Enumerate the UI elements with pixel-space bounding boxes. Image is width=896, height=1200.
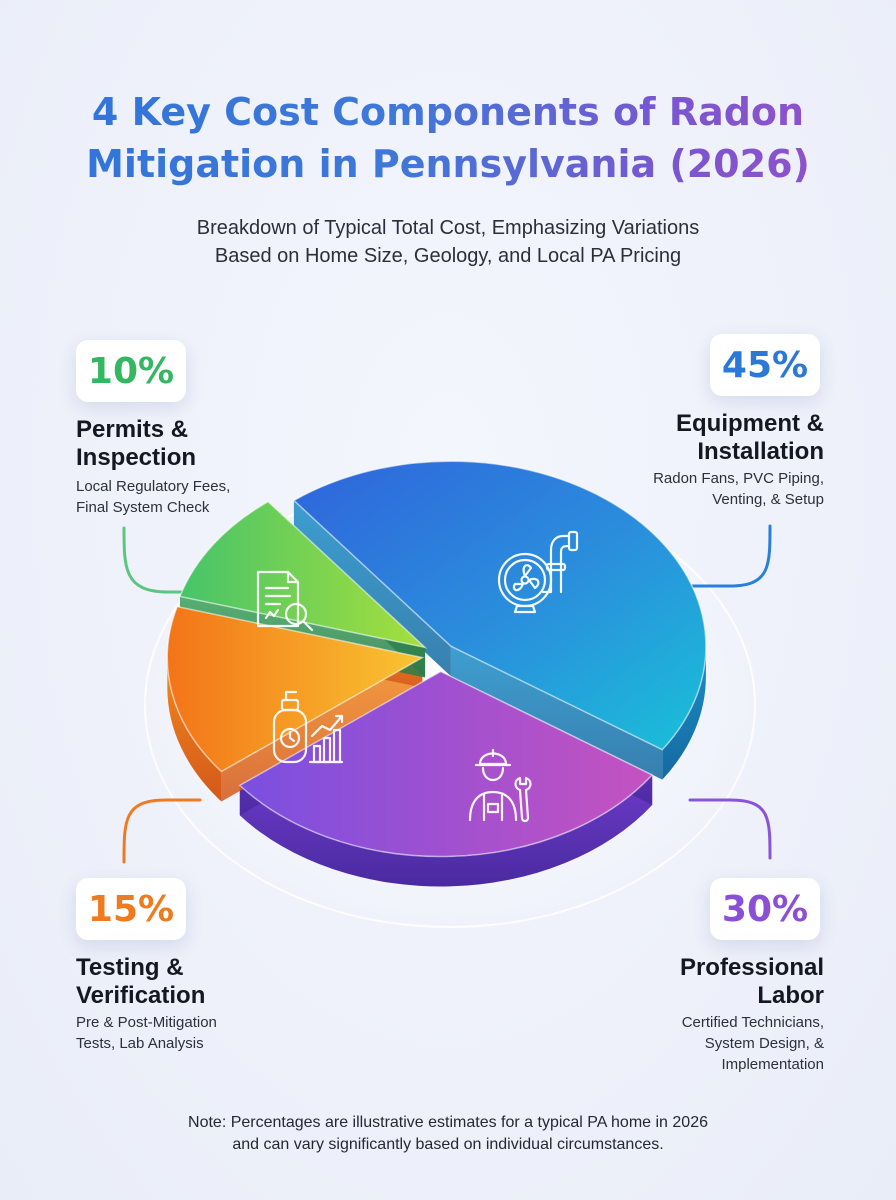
permits-percent-badge: 10% xyxy=(76,340,186,402)
subtitle: Breakdown of Typical Total Cost, Emphasi… xyxy=(0,214,896,270)
labor-desc-line-1: Certified Technicians, xyxy=(681,1014,824,1031)
footnote-line-1: Note: Percentages are illustrative estim… xyxy=(188,1114,708,1131)
subtitle-line-2: Based on Home Size, Geology, and Local P… xyxy=(214,245,682,267)
equipment-connector xyxy=(688,524,772,588)
testing-connector xyxy=(122,798,202,864)
permits-slice xyxy=(178,500,428,649)
equipment-slice-cut-2 xyxy=(450,646,663,780)
testing-desc-line-1: Pre & Post-Mitigation xyxy=(76,1014,217,1031)
permits-description: Local Regulatory Fees, Final System Chec… xyxy=(76,476,230,518)
equipment-label-line-2: Installation xyxy=(697,438,824,465)
testing-slice-cut-1 xyxy=(221,657,423,802)
labor-slice xyxy=(238,670,654,858)
labor-percent-badge: 30% xyxy=(710,878,820,940)
permits-connector xyxy=(122,526,214,594)
title-line-2: Mitigation in Pennsylvania (2026) xyxy=(0,138,896,190)
labor-slice-side xyxy=(239,774,653,887)
testing-slice xyxy=(166,605,425,773)
equipment-desc-line-2: Venting, & Setup xyxy=(712,491,824,508)
equipment-percent-badge: 45% xyxy=(710,334,820,396)
permits-label: Permits & Inspection xyxy=(76,416,196,472)
labor-desc-line-2: System Design, & xyxy=(704,1035,824,1052)
equipment-desc-line-1: Radon Fans, PVC Piping, xyxy=(653,470,824,487)
testing-label-line-1: Testing & xyxy=(76,954,184,981)
permits-label-line-2: Inspection xyxy=(76,444,197,471)
permits-desc-line-2: Final System Check xyxy=(76,499,210,516)
title-line-1: 4 Key Cost Components of Radon xyxy=(0,86,896,138)
testing-label: Testing & Verification xyxy=(76,954,205,1010)
equipment-label-line-1: Equipment & xyxy=(676,410,824,437)
worker-wrench-icon xyxy=(468,748,532,823)
testing-slice-side xyxy=(167,657,222,802)
equipment-slice-side xyxy=(662,646,706,780)
equipment-slice-cut-1 xyxy=(293,500,451,677)
equipment-label: Equipment & Installation xyxy=(676,410,824,466)
testing-percent-badge: 15% xyxy=(76,878,186,940)
footnote: Note: Percentages are illustrative estim… xyxy=(0,1112,896,1156)
equipment-description: Radon Fans, PVC Piping, Venting, & Setup xyxy=(653,468,824,510)
testing-label-line-2: Verification xyxy=(76,982,206,1009)
labor-label: Professional Labor xyxy=(680,954,824,1010)
subtitle-line-1: Breakdown of Typical Total Cost, Emphasi… xyxy=(196,217,700,239)
permits-label-line-1: Permits & xyxy=(76,416,189,443)
testing-description: Pre & Post-Mitigation Tests, Lab Analysi… xyxy=(76,1012,217,1054)
labor-label-line-1: Professional xyxy=(679,954,824,981)
test-kit-chart-icon xyxy=(272,690,344,764)
fan-pipe-icon xyxy=(497,530,579,614)
footnote-line-2: and can vary significantly based on indi… xyxy=(232,1136,664,1153)
equipment-slice xyxy=(292,460,707,751)
labor-description: Certified Technicians, System Design, & … xyxy=(682,1012,824,1075)
labor-label-line-2: Labor xyxy=(757,982,824,1009)
labor-desc-line-3: Implementation xyxy=(721,1056,824,1073)
document-magnifier-icon xyxy=(256,570,314,632)
permits-desc-line-1: Local Regulatory Fees, xyxy=(76,478,231,495)
page-title: 4 Key Cost Components of Radon Mitigatio… xyxy=(0,86,896,190)
pie-slices xyxy=(166,460,707,887)
labor-connector xyxy=(688,798,772,860)
testing-desc-line-2: Tests, Lab Analysis xyxy=(76,1035,204,1052)
